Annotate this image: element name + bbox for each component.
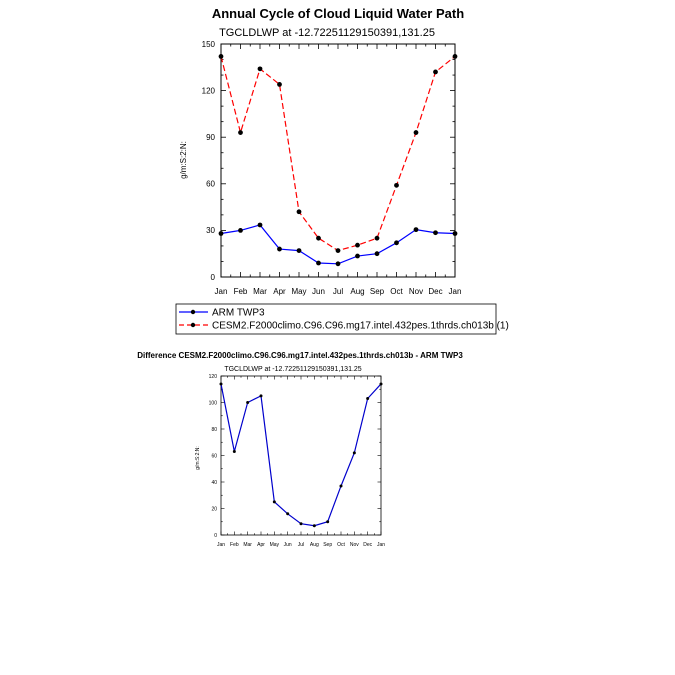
chart1-frame bbox=[220, 43, 456, 278]
chart1-series-1-point bbox=[452, 54, 458, 59]
chart1-y-tick-label: 90 bbox=[206, 133, 215, 142]
chart1-series-0-point bbox=[355, 253, 360, 259]
chart1-x-tick-label: Feb bbox=[234, 287, 248, 296]
chart1-series-line-1 bbox=[220, 55, 456, 252]
chart1-series-1-point bbox=[218, 54, 224, 59]
chart1-x-tick-label: Jan bbox=[449, 287, 462, 296]
chart2-series-0-point bbox=[379, 382, 383, 386]
chart2-y-tick-label: 20 bbox=[211, 506, 217, 512]
chart2-x-tick-label: Sep bbox=[323, 542, 332, 548]
chart1-x-tick-label: Sep bbox=[370, 287, 385, 296]
chart2-series-0-point bbox=[299, 522, 303, 526]
chart2-series-0-point bbox=[339, 484, 343, 488]
legend-label-cesm: CESM2.F2000climo.C96.C96.mg17.intel.432p… bbox=[212, 321, 509, 332]
chart1-series-1-point bbox=[296, 209, 302, 215]
chart2-plot-area: Jan Feb Mar Apr May Jun Jul Aug Sep Oct Nov Dec Jan0… bbox=[209, 374, 386, 548]
chart2-y-tick-label: 80 bbox=[211, 427, 217, 433]
chart2-x-tick-label: Aug bbox=[310, 542, 319, 548]
chart2-frame bbox=[220, 375, 382, 536]
chart1-series-0-point bbox=[413, 227, 419, 233]
chart1-x-tick-label: Aug bbox=[350, 287, 364, 296]
chart2-y-tick-label: 120 bbox=[209, 374, 218, 380]
chart2-series-0-point bbox=[219, 382, 223, 386]
chart1-series-1-point bbox=[277, 81, 282, 87]
chart1-series-1-point bbox=[413, 130, 419, 135]
chart1-y-tick-label: 0 bbox=[211, 273, 216, 282]
chart2-series-0-point bbox=[366, 397, 370, 401]
chart1-x-tick-label: Nov bbox=[409, 287, 423, 296]
chart1-series-0-point bbox=[277, 246, 282, 252]
chart1-y-tick-label: 120 bbox=[202, 86, 216, 95]
chart2-x-tick-label: Jun bbox=[284, 542, 292, 548]
chart2-y-tick-label: 40 bbox=[211, 480, 217, 486]
chart1-y-tick-label: 60 bbox=[206, 180, 215, 189]
chart1-x-tick-label: Jan bbox=[215, 287, 228, 296]
chart2-subtitle: TGCLDLWP at -12.72251129150391,131.25 bbox=[224, 366, 361, 373]
chart1-series-1-point bbox=[433, 69, 438, 75]
chart1-series-1-point bbox=[374, 235, 380, 241]
chart2-x-tick-label: Apr bbox=[257, 542, 265, 548]
chart1-subtitle: TGCLDLWP at -12.72251129150391,131.25 bbox=[219, 27, 435, 39]
chart2-y-tick-label: 60 bbox=[211, 453, 217, 459]
chart2-x-tick-label: Nov bbox=[350, 542, 359, 548]
chart1-series-line-0 bbox=[220, 224, 456, 265]
chart1-x-tick-label: Oct bbox=[390, 287, 403, 296]
chart1-series-0-point bbox=[433, 230, 438, 236]
chart1-x-tick-label: Dec bbox=[428, 287, 442, 296]
chart1-x-tick-label: Mar bbox=[253, 287, 267, 296]
chart1-series-1-point bbox=[257, 66, 263, 72]
chart2-series-0-point bbox=[232, 450, 236, 454]
chart2-y-tick-label: 100 bbox=[209, 400, 218, 406]
chart2-y-tick-label: 0 bbox=[214, 533, 217, 539]
chart2-x-tick-label: Oct bbox=[337, 542, 345, 548]
chart1-y-tick-label: 150 bbox=[202, 40, 216, 49]
chart1-series-0-point bbox=[218, 231, 224, 236]
chart2-series-0-point bbox=[286, 512, 290, 516]
chart2-series-0-point bbox=[272, 500, 276, 504]
legend-label-arm: ARM TWP3 bbox=[212, 308, 265, 319]
legend-box bbox=[175, 303, 497, 335]
chart2-x-tick-label: Jan bbox=[217, 542, 225, 548]
chart2-x-tick-label: May bbox=[270, 542, 280, 548]
legend-marker-cesm bbox=[190, 322, 196, 328]
chart1-x-tick-label: Jul bbox=[333, 287, 343, 296]
chart1-plot-area: Jan Feb Mar Apr May Jun Jul Aug Sep Oct Nov Dec Jan 0… bbox=[202, 40, 462, 296]
chart2-y-axis-label: g/m:S:2:N: bbox=[195, 446, 201, 470]
chart1-series-0-point bbox=[296, 248, 302, 253]
chart1-y-tick-label: 30 bbox=[206, 226, 215, 235]
chart1-series-0-point bbox=[452, 231, 458, 236]
chart1-series-0-point bbox=[238, 228, 243, 233]
chart1-series-1-point bbox=[394, 182, 399, 188]
chart1-series-0-point bbox=[394, 240, 399, 246]
chart2-x-tick-label: Jul bbox=[298, 542, 304, 548]
chart1-x-tick-label: May bbox=[291, 287, 306, 296]
chart2-series-0-point bbox=[312, 524, 316, 528]
chart1-x-tick-label: Apr bbox=[273, 287, 286, 296]
chart1-x-tick-label: Jun bbox=[312, 287, 325, 296]
chart1-series-0-point bbox=[335, 261, 341, 267]
chart1-series-0-point bbox=[316, 260, 321, 266]
chart1-series-1-point bbox=[355, 242, 360, 248]
chart2-series-line-0 bbox=[220, 383, 382, 527]
chart2-series-0-point bbox=[326, 520, 330, 524]
chart2-series-0-point bbox=[246, 401, 250, 404]
chart2-title: Difference CESM2.F2000climo.C96.C96.mg17… bbox=[137, 351, 463, 360]
chart1-title: Annual Cycle of Cloud Liquid Water Path bbox=[212, 6, 464, 21]
chart1-series-1-point bbox=[335, 248, 341, 253]
chart2-x-tick-label: Jan bbox=[377, 542, 385, 548]
chart1-y-axis-label: g/m:S:2:N: bbox=[179, 141, 188, 179]
chart2-series-0-point bbox=[259, 394, 263, 398]
chart2-x-tick-label: Feb bbox=[230, 542, 239, 548]
chart2-x-tick-label: Dec bbox=[363, 542, 372, 548]
legend-marker-arm bbox=[190, 309, 196, 315]
chart1-series-0-point bbox=[257, 222, 263, 228]
chart1-series-1-point bbox=[238, 130, 243, 135]
chart1-series-0-point bbox=[374, 251, 380, 257]
chart2-x-tick-label: Mar bbox=[243, 542, 252, 548]
chart1-series-1-point bbox=[316, 235, 321, 241]
chart2-series-0-point bbox=[352, 451, 356, 455]
chart1-legend: ARM TWP3 CESM2.F2000climo.C96.C96.mg17.i… bbox=[175, 303, 509, 335]
